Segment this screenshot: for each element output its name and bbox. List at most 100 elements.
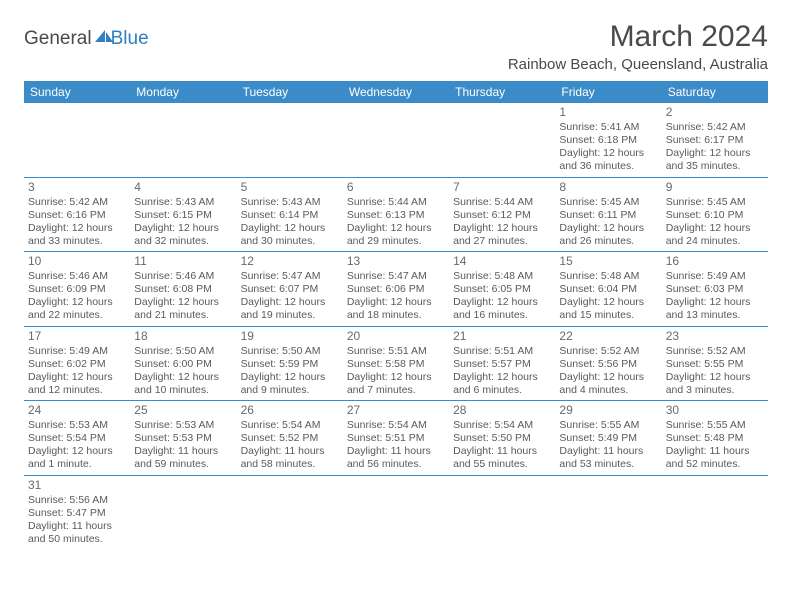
daylight-text: and 4 minutes. (559, 384, 657, 397)
daylight-text: Daylight: 12 hours (134, 296, 232, 309)
calendar-cell: 15Sunrise: 5:48 AMSunset: 6:04 PMDayligh… (555, 252, 661, 327)
sunrise-text: Sunrise: 5:54 AM (241, 419, 339, 432)
daylight-text: and 58 minutes. (241, 458, 339, 471)
daylight-text: Daylight: 11 hours (666, 445, 764, 458)
sunset-text: Sunset: 5:54 PM (28, 432, 126, 445)
daylight-text: and 19 minutes. (241, 309, 339, 322)
day-number: 21 (453, 329, 551, 344)
day-header: Friday (555, 81, 661, 103)
day-number: 7 (453, 180, 551, 195)
daylight-text: and 30 minutes. (241, 235, 339, 248)
sunrise-text: Sunrise: 5:51 AM (453, 345, 551, 358)
calendar-cell: 2Sunrise: 5:42 AMSunset: 6:17 PMDaylight… (662, 103, 768, 177)
day-header: Monday (130, 81, 236, 103)
calendar-week: 1Sunrise: 5:41 AMSunset: 6:18 PMDaylight… (24, 103, 768, 177)
calendar-cell: 18Sunrise: 5:50 AMSunset: 6:00 PMDayligh… (130, 326, 236, 401)
day-number: 26 (241, 403, 339, 418)
daylight-text: and 15 minutes. (559, 309, 657, 322)
sunset-text: Sunset: 5:48 PM (666, 432, 764, 445)
sunrise-text: Sunrise: 5:46 AM (134, 270, 232, 283)
daylight-text: Daylight: 12 hours (453, 222, 551, 235)
sunset-text: Sunset: 6:11 PM (559, 209, 657, 222)
calendar-cell: 8Sunrise: 5:45 AMSunset: 6:11 PMDaylight… (555, 177, 661, 252)
calendar-week: 17Sunrise: 5:49 AMSunset: 6:02 PMDayligh… (24, 326, 768, 401)
daylight-text: and 52 minutes. (666, 458, 764, 471)
daylight-text: Daylight: 11 hours (453, 445, 551, 458)
day-number: 22 (559, 329, 657, 344)
daylight-text: and 32 minutes. (134, 235, 232, 248)
calendar-header-row: SundayMondayTuesdayWednesdayThursdayFrid… (24, 81, 768, 103)
day-header: Sunday (24, 81, 130, 103)
sunrise-text: Sunrise: 5:44 AM (453, 196, 551, 209)
sunrise-text: Sunrise: 5:51 AM (347, 345, 445, 358)
sunset-text: Sunset: 6:15 PM (134, 209, 232, 222)
calendar-cell: 28Sunrise: 5:54 AMSunset: 5:50 PMDayligh… (449, 401, 555, 476)
sunset-text: Sunset: 6:10 PM (666, 209, 764, 222)
daylight-text: Daylight: 12 hours (28, 296, 126, 309)
day-number: 30 (666, 403, 764, 418)
daylight-text: Daylight: 12 hours (241, 371, 339, 384)
calendar-cell (555, 475, 661, 549)
sunrise-text: Sunrise: 5:54 AM (453, 419, 551, 432)
sunrise-text: Sunrise: 5:45 AM (559, 196, 657, 209)
daylight-text: and 1 minute. (28, 458, 126, 471)
calendar-body: 1Sunrise: 5:41 AMSunset: 6:18 PMDaylight… (24, 103, 768, 549)
sunset-text: Sunset: 6:00 PM (134, 358, 232, 371)
calendar-cell (130, 103, 236, 177)
sunrise-text: Sunrise: 5:42 AM (666, 121, 764, 134)
calendar-cell (449, 475, 555, 549)
sunrise-text: Sunrise: 5:49 AM (28, 345, 126, 358)
daylight-text: and 13 minutes. (666, 309, 764, 322)
calendar-cell: 20Sunrise: 5:51 AMSunset: 5:58 PMDayligh… (343, 326, 449, 401)
location: Rainbow Beach, Queensland, Australia (508, 56, 768, 73)
daylight-text: Daylight: 12 hours (28, 445, 126, 458)
daylight-text: and 3 minutes. (666, 384, 764, 397)
day-number: 14 (453, 254, 551, 269)
sunset-text: Sunset: 5:52 PM (241, 432, 339, 445)
sunset-text: Sunset: 6:14 PM (241, 209, 339, 222)
daylight-text: Daylight: 12 hours (28, 222, 126, 235)
day-number: 25 (134, 403, 232, 418)
daylight-text: Daylight: 12 hours (28, 371, 126, 384)
calendar-cell: 1Sunrise: 5:41 AMSunset: 6:18 PMDaylight… (555, 103, 661, 177)
calendar-week: 10Sunrise: 5:46 AMSunset: 6:09 PMDayligh… (24, 252, 768, 327)
calendar-cell: 16Sunrise: 5:49 AMSunset: 6:03 PMDayligh… (662, 252, 768, 327)
daylight-text: Daylight: 12 hours (559, 371, 657, 384)
sunset-text: Sunset: 6:12 PM (453, 209, 551, 222)
calendar-cell: 9Sunrise: 5:45 AMSunset: 6:10 PMDaylight… (662, 177, 768, 252)
daylight-text: and 6 minutes. (453, 384, 551, 397)
day-number: 5 (241, 180, 339, 195)
calendar-cell: 25Sunrise: 5:53 AMSunset: 5:53 PMDayligh… (130, 401, 236, 476)
sunrise-text: Sunrise: 5:55 AM (666, 419, 764, 432)
sunrise-text: Sunrise: 5:43 AM (134, 196, 232, 209)
calendar-cell: 10Sunrise: 5:46 AMSunset: 6:09 PMDayligh… (24, 252, 130, 327)
daylight-text: Daylight: 12 hours (559, 147, 657, 160)
sunset-text: Sunset: 5:47 PM (28, 507, 126, 520)
sunset-text: Sunset: 5:57 PM (453, 358, 551, 371)
daylight-text: and 55 minutes. (453, 458, 551, 471)
daylight-text: Daylight: 12 hours (666, 222, 764, 235)
calendar-cell: 13Sunrise: 5:47 AMSunset: 6:06 PMDayligh… (343, 252, 449, 327)
day-number: 13 (347, 254, 445, 269)
daylight-text: and 16 minutes. (453, 309, 551, 322)
daylight-text: and 10 minutes. (134, 384, 232, 397)
calendar-cell (24, 103, 130, 177)
daylight-text: Daylight: 12 hours (241, 296, 339, 309)
sunset-text: Sunset: 5:50 PM (453, 432, 551, 445)
sunset-text: Sunset: 5:59 PM (241, 358, 339, 371)
daylight-text: Daylight: 12 hours (453, 371, 551, 384)
sunset-text: Sunset: 6:05 PM (453, 283, 551, 296)
daylight-text: and 59 minutes. (134, 458, 232, 471)
daylight-text: Daylight: 12 hours (453, 296, 551, 309)
calendar-cell (130, 475, 236, 549)
day-header: Tuesday (237, 81, 343, 103)
daylight-text: Daylight: 11 hours (134, 445, 232, 458)
daylight-text: Daylight: 11 hours (559, 445, 657, 458)
logo: General Blue (24, 28, 149, 50)
calendar-cell: 29Sunrise: 5:55 AMSunset: 5:49 PMDayligh… (555, 401, 661, 476)
calendar-cell: 22Sunrise: 5:52 AMSunset: 5:56 PMDayligh… (555, 326, 661, 401)
daylight-text: Daylight: 12 hours (666, 147, 764, 160)
daylight-text: Daylight: 12 hours (347, 222, 445, 235)
calendar-cell: 7Sunrise: 5:44 AMSunset: 6:12 PMDaylight… (449, 177, 555, 252)
daylight-text: Daylight: 12 hours (347, 296, 445, 309)
